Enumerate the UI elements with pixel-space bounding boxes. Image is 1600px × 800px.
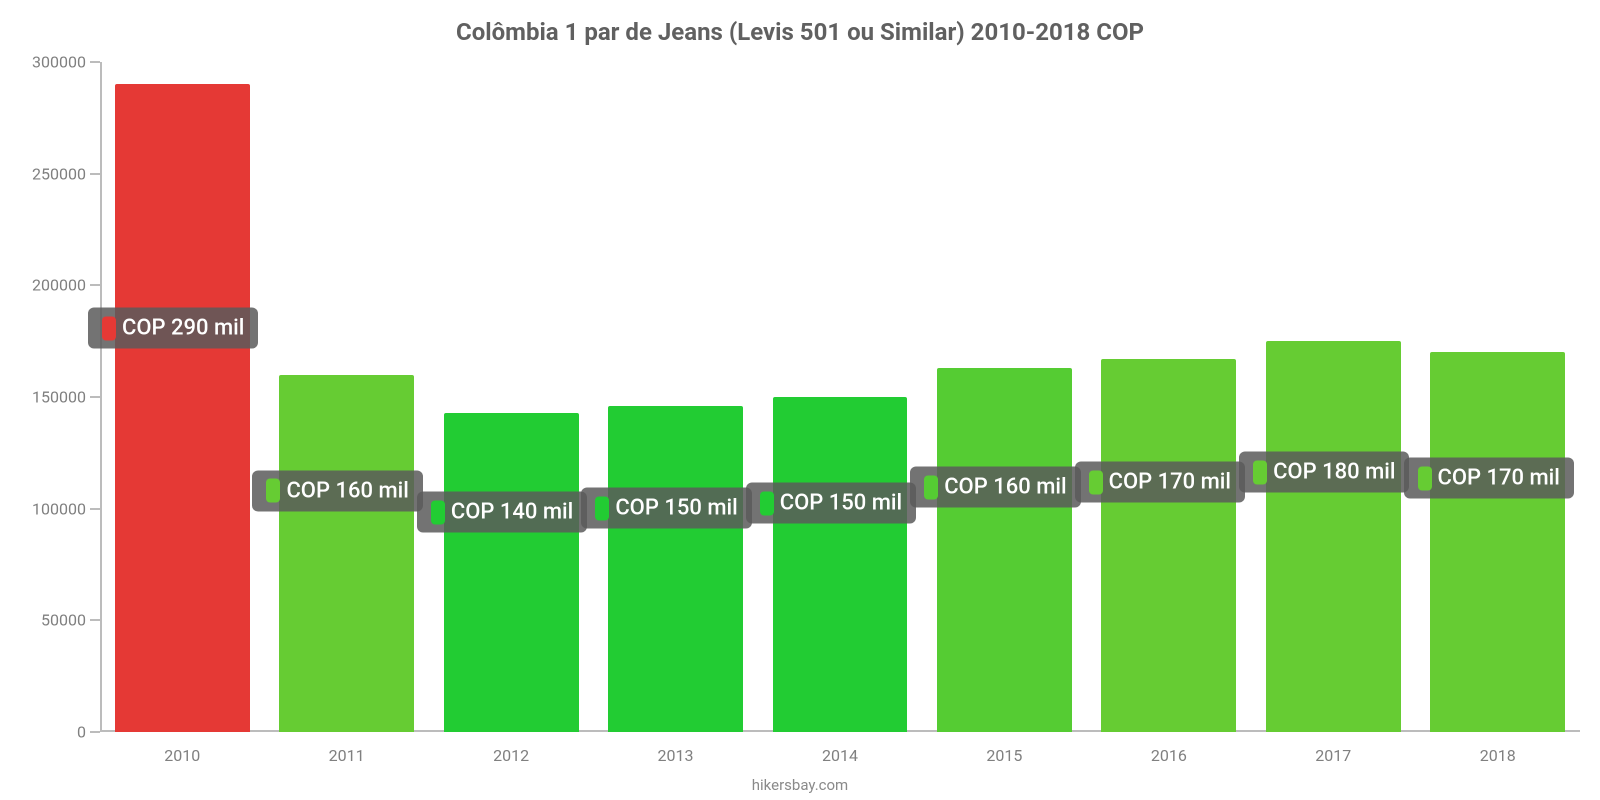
bar-slot: 2017COP 180 mil [1251,62,1415,732]
bar-slot: 2010COP 290 mil [100,62,264,732]
x-tick-label: 2012 [429,732,593,765]
bar [1430,352,1565,732]
x-tick-label: 2016 [1087,732,1251,765]
y-tick-label: 50000 [41,611,100,630]
bar [773,397,908,732]
bar [937,368,1072,732]
bar [444,413,579,732]
bar [1266,341,1401,732]
x-tick-label: 2013 [593,732,757,765]
bar-label-swatch [1253,460,1267,484]
x-tick-label: 2014 [758,732,922,765]
y-tick-label: 0 [77,723,100,742]
bar [279,375,414,732]
bar-slot: 2014COP 150 mil [758,62,922,732]
chart-container: Colômbia 1 par de Jeans (Levis 501 ou Si… [0,0,1600,800]
y-tick-label: 250000 [32,164,100,183]
attribution: hikersbay.com [0,776,1600,794]
plot-area: 2010COP 290 mil2011COP 160 mil2012COP 14… [100,62,1580,732]
y-tick-label: 100000 [32,499,100,518]
bar-slot: 2013COP 150 mil [593,62,757,732]
bar-label-swatch [102,316,116,340]
bar [115,84,250,732]
bar-label-swatch [760,491,774,515]
x-tick-label: 2010 [100,732,264,765]
y-tick-label: 150000 [32,388,100,407]
bar-label-swatch [431,500,445,524]
y-tick-label: 300000 [32,53,100,72]
bar-slot: 2016COP 170 mil [1087,62,1251,732]
x-tick-label: 2015 [922,732,1086,765]
x-tick-label: 2017 [1251,732,1415,765]
bar [608,406,743,732]
x-tick-label: 2018 [1416,732,1580,765]
bar [1101,359,1236,732]
bar-slot: 2011COP 160 mil [264,62,428,732]
bar-slot: 2015COP 160 mil [922,62,1086,732]
y-tick-label: 200000 [32,276,100,295]
x-tick-label: 2011 [264,732,428,765]
bar-slot: 2012COP 140 mil [429,62,593,732]
chart-title: Colômbia 1 par de Jeans (Levis 501 ou Si… [0,18,1600,46]
bars-row: 2010COP 290 mil2011COP 160 mil2012COP 14… [100,62,1580,732]
bar-slot: 2018COP 170 mil [1416,62,1580,732]
